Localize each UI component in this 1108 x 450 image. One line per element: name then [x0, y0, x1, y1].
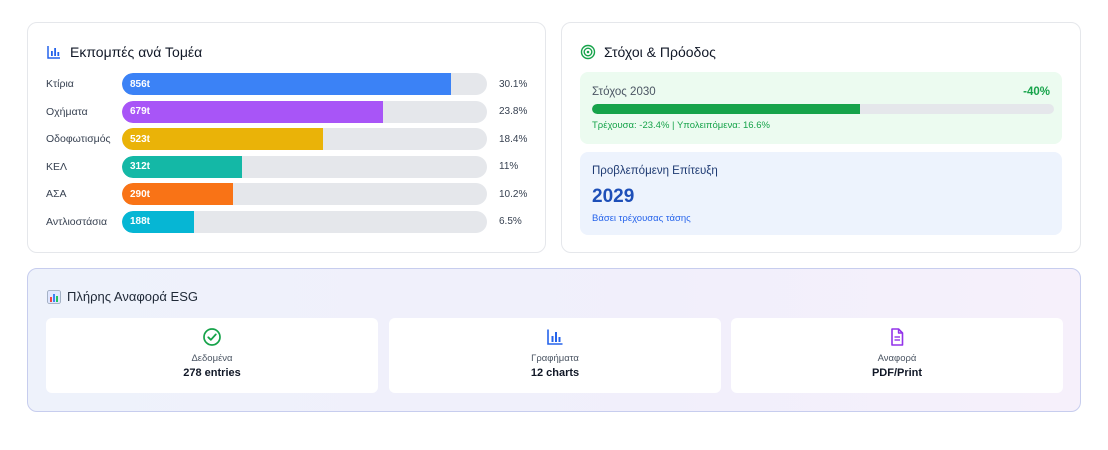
target-progress-track: [592, 104, 1054, 114]
goals-title-text: Στόχοι & Πρόοδος: [604, 44, 716, 60]
emissions-card: Εκπομπές ανά Τομέα Κτίρια 856t 30.1% Οχήματ…: [27, 22, 546, 253]
tile-charts-value: 12 charts: [530, 367, 580, 379]
emissions-title-text: Εκπομπές ανά Τομέα: [70, 44, 203, 60]
emission-bar-fill: 312t: [122, 155, 242, 178]
emission-row: Οδοφωτισμός 523t 18.4%: [46, 128, 536, 150]
emission-bar-track: 290t: [122, 183, 487, 205]
emission-row-pct: 10.2%: [499, 188, 528, 200]
emission-row-pct: 30.1%: [499, 78, 528, 90]
emission-row-pct: 11%: [499, 161, 519, 172]
goals-title: Στόχοι & Πρόοδος: [580, 44, 716, 60]
forecast-year: 2029: [592, 186, 635, 207]
tile-report[interactable]: Αναφορά PDF/Print: [731, 318, 1063, 393]
emission-row-label: Οχήματα: [46, 105, 88, 118]
target-icon: [580, 44, 596, 60]
document-icon: [891, 328, 904, 346]
emission-bar-fill: 856t: [122, 73, 451, 95]
emission-bar-track: 188t: [122, 210, 487, 233]
report-chart-icon: [47, 289, 61, 304]
emission-bar-fill: 523t: [122, 128, 323, 150]
emission-row: ΑΣΑ 290t 10.2%: [46, 183, 536, 205]
emission-row-label: ΑΣΑ: [46, 188, 67, 200]
target-note: Τρέχουσα: -23.4% | Υπολειπόμενα: 16.6%: [592, 120, 770, 131]
emissions-title: Εκπομπές ανά Τομέα: [46, 44, 202, 60]
goals-card: Στόχοι & Πρόοδος Στόχος 2030 -40% Τρέχου…: [561, 22, 1081, 253]
emission-bar-fill: 290t: [122, 183, 233, 205]
report-title: Πλήρης Αναφορά ESG: [47, 289, 198, 304]
emission-bar-track: 523t: [122, 128, 487, 150]
target-value: -40%: [1023, 86, 1050, 98]
tile-charts[interactable]: Γραφήματα 12 charts: [389, 318, 721, 393]
emission-bar-fill: 679t: [122, 100, 383, 123]
emission-row: ΚΕΛ 312t 11%: [46, 155, 536, 178]
emission-bar-fill: 188t: [122, 210, 194, 233]
tile-charts-label: Γραφήματα: [531, 353, 579, 364]
emission-bar-track: 312t: [122, 155, 487, 178]
emission-row-pct: 6.5%: [499, 216, 522, 227]
emission-row-label: Κτίρια: [46, 78, 74, 90]
emission-row: Οχήματα 679t 23.8%: [46, 100, 536, 123]
esg-report-card: Πλήρης Αναφορά ESG Δεδομένα 278 entries …: [27, 268, 1081, 412]
emission-row-label: Αντλιοστάσια: [46, 215, 108, 228]
forecast-label: Προβλεπόμενη Επίτευξη: [592, 165, 718, 177]
check-circle-icon: [203, 328, 221, 346]
tile-data-label: Δεδομένα: [191, 353, 233, 364]
emission-row-label: Οδοφωτισμός: [46, 133, 111, 145]
emission-row: Αντλιοστάσια 188t 6.5%: [46, 210, 536, 233]
bar-chart-icon: [47, 46, 60, 59]
bar-chart-icon: [547, 329, 563, 345]
forecast-box: Προβλεπόμενη Επίτευξη 2029 Βάσει τρέχουσ…: [580, 152, 1062, 235]
tile-report-value: PDF/Print: [871, 367, 923, 379]
emission-row-pct: 18.4%: [499, 133, 528, 145]
target-2030-box: Στόχος 2030 -40% Τρέχουσα: -23.4% | Υπολ…: [580, 72, 1062, 144]
emission-row-pct: 23.8%: [499, 106, 528, 117]
tile-report-label: Αναφορά: [877, 353, 917, 364]
tile-data[interactable]: Δεδομένα 278 entries: [46, 318, 378, 393]
emission-bar-track: 679t: [122, 100, 487, 123]
emission-bar-track: 856t: [122, 73, 487, 95]
target-progress-fill: [592, 104, 860, 114]
emission-row: Κτίρια 856t 30.1%: [46, 73, 536, 95]
emission-row-label: ΚΕΛ: [46, 160, 68, 173]
forecast-note: Βάσει τρέχουσας τάσης: [592, 213, 691, 224]
target-label: Στόχος 2030: [592, 86, 656, 98]
tile-data-value: 278 entries: [183, 367, 241, 379]
report-title-text: Πλήρης Αναφορά ESG: [67, 289, 198, 304]
